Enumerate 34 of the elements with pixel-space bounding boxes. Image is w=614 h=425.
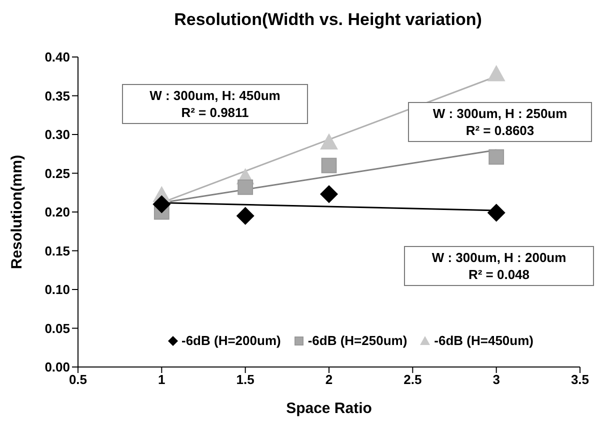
x-axis-title: Space Ratio [286,400,372,417]
y-tick-label: 0.30 [44,127,70,142]
y-tick-label: 0.15 [44,243,70,258]
y-axis-title: Resolution(mm) [8,154,26,270]
x-tick-label: 1.5 [236,372,254,388]
x-tick-label: 3 [492,372,500,388]
point [236,206,254,225]
x-tick-label: 2.5 [404,372,422,388]
x-tick-label: 3.5 [570,372,590,388]
point [487,204,506,222]
note-box: W : 300um, H: 450um R² = 0.9811 [122,84,308,124]
legend-label: -6dB (H=250um) [308,333,408,348]
note-box: W : 300um, H : 200um R² = 0.048 [404,246,594,286]
legend-label: -6dB (H=450um) [434,333,534,348]
y-tick-label: 0.25 [44,166,70,181]
point [487,65,506,82]
point [152,195,171,214]
y-tick-label: 0.05 [44,320,70,336]
point [238,180,254,195]
note-box: W : 300um, H : 250um R² = 0.8603 [408,102,592,142]
chart-title: Resolution(Width vs. Height variation) [173,10,483,30]
x-tick-label: 1 [158,372,166,388]
y-tick-label: 0.35 [44,88,70,104]
x-tick-label: 0.5 [68,372,88,388]
point [321,158,337,174]
legend-label: -6dB (H=200um) [182,333,281,348]
y-tick-label: 0.00 [44,360,70,375]
point [488,149,504,165]
y-tick-label: 0.20 [44,204,70,220]
point [320,185,338,204]
y-tick-label: 0.40 [44,50,70,65]
y-tick-label: 0.10 [44,282,70,298]
point [320,133,338,150]
x-tick-label: 2 [325,372,333,388]
